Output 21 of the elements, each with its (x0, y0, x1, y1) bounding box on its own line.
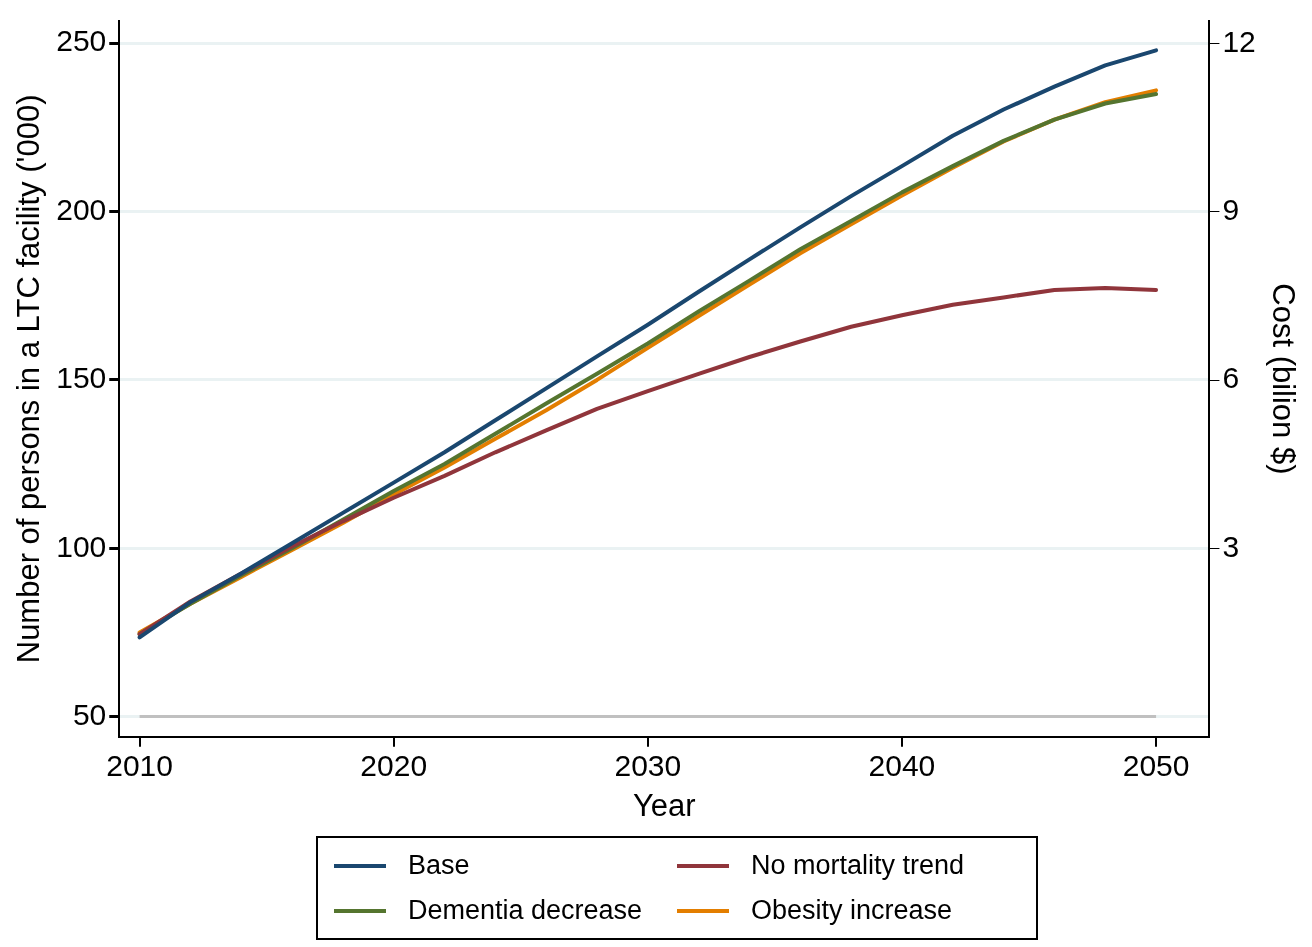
x-tick-label: 2020 (360, 749, 428, 783)
legend-label: Dementia decrease (408, 895, 643, 926)
y-tick-label: 50 (72, 697, 107, 731)
legend-label: Obesity increase (751, 895, 953, 926)
y2-tick-label: 9 (1222, 193, 1240, 226)
y2-axis-title: Cost (bilion $) (1265, 283, 1301, 475)
legend-label: Base (408, 850, 470, 881)
y-tick-label: 100 (56, 529, 107, 563)
x-tick-label: 2010 (106, 749, 173, 783)
y-tick-label: 250 (56, 24, 107, 58)
x-axis-title: Year (633, 787, 696, 823)
y-tick-label: 200 (56, 192, 107, 226)
y2-tick-label: 6 (1222, 361, 1240, 395)
y-tick-label: 150 (56, 361, 107, 395)
legend-label: No mortality trend (751, 850, 965, 881)
x-tick-label: 2040 (868, 749, 936, 783)
y-axis-title: Number of persons in a LTC facility ('000) (11, 94, 47, 664)
y2-tick-label: 3 (1222, 529, 1240, 563)
x-tick-label: 2050 (1122, 749, 1190, 783)
x-tick-label: 2030 (614, 749, 682, 783)
y2-tick-label: 12 (1222, 24, 1256, 58)
